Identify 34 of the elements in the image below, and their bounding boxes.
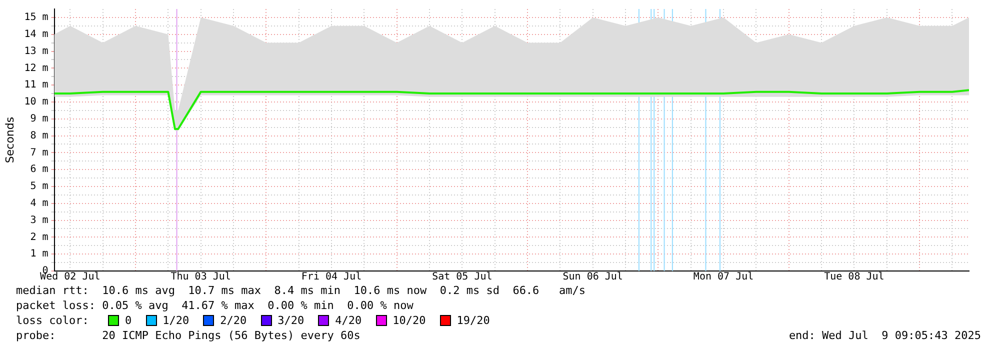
legend-label: 4/20: [335, 313, 362, 328]
y-tick-label: 10 m: [24, 96, 48, 108]
legend-title: loss color:: [16, 313, 90, 328]
y-tick-label: 6 m: [30, 164, 48, 176]
text: packet loss: 0.05 % avg 41.67 % max 0.00 % min 0.00 % now: [16, 298, 414, 313]
x-tick-label: Tue 08 Jul: [824, 272, 884, 283]
x-tick-label: Sat 05 Jul: [432, 272, 492, 283]
y-tick-label: 14 m: [24, 28, 48, 40]
legend-label: 10/20: [392, 313, 426, 328]
legend-label: 2/20: [220, 313, 247, 328]
y-tick-label: 1 m: [30, 248, 48, 260]
y-tick-label: 5 m: [30, 181, 48, 192]
y-tick-label: 4 m: [30, 198, 48, 209]
text: median rtt: 10.6 ms avg 10.7 ms max 8.4 ms min 10.6 ms now 0.2 ms sd 66.6 am/s: [16, 283, 587, 298]
legend-label: 19/20: [456, 313, 490, 328]
x-tick-label: Sun 06 Jul: [562, 272, 623, 283]
legend-label: 1/20: [162, 313, 190, 328]
text: probe: 20 ICMP Echo Pings (56 Bytes) every 60s: [16, 328, 360, 343]
text: end: Wed Jul 9 09:05:43 2025: [788, 328, 981, 343]
y-tick-label: 12 m: [24, 62, 48, 74]
x-tick-label: Thu 03 Jul: [170, 272, 231, 283]
y-tick-label: 7 m: [30, 147, 48, 158]
y-tick-label: 9 m: [30, 113, 48, 124]
x-tick-label: Fri 04 Jul: [301, 272, 362, 283]
y-tick-label: 8 m: [30, 130, 48, 142]
y-axis-title: Seconds: [3, 116, 16, 164]
legend-label: 3/20: [278, 313, 304, 328]
legend-label: 0: [125, 313, 132, 328]
y-tick-label: 2 m: [30, 232, 48, 243]
x-tick-label: Mon 07 Jul: [693, 272, 754, 283]
y-tick-label: 11 m: [24, 80, 48, 91]
y-tick-label: 13 m: [24, 46, 48, 57]
y-tick-label: 3 m: [30, 214, 48, 226]
y-tick-label: 15 m: [24, 12, 48, 24]
